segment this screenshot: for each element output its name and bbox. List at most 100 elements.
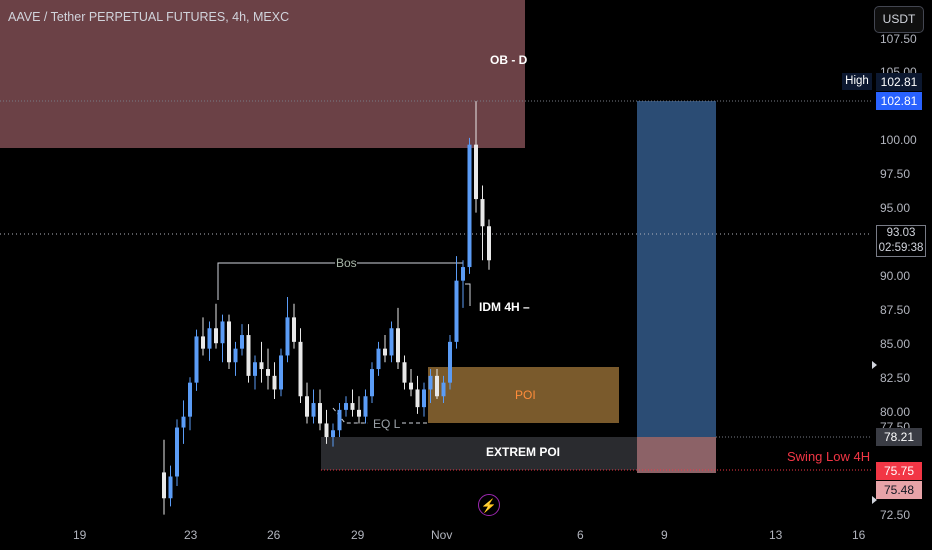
candle — [162, 472, 166, 499]
candle — [298, 341, 303, 397]
swing-low-label: Swing Low 4H — [787, 449, 871, 464]
candle — [331, 430, 335, 438]
time-tick: 29 — [351, 528, 365, 542]
candle — [337, 409, 342, 431]
time-tick: 16 — [852, 528, 866, 542]
idm-label: IDM 4H – — [479, 300, 530, 314]
currency-button[interactable]: USDT — [874, 6, 924, 33]
candle — [344, 403, 348, 410]
time-tick: 26 — [267, 528, 281, 542]
current-price-label: 93.03 02:59:38 — [876, 225, 926, 257]
ob-label: OB - D — [490, 53, 528, 67]
candle — [311, 403, 316, 417]
candle — [402, 362, 407, 383]
candle — [207, 328, 212, 349]
price-tick: 107.50 — [880, 32, 917, 46]
time-tick: 23 — [184, 528, 198, 542]
candle — [350, 403, 355, 410]
entry-price-label: 78.21 — [876, 428, 922, 446]
candle — [441, 382, 446, 397]
extreme-poi-zone — [321, 437, 637, 470]
candle — [389, 328, 394, 356]
candle — [168, 476, 173, 499]
time-tick: 13 — [769, 528, 783, 542]
price-tick: 100.00 — [880, 133, 917, 147]
candle — [480, 199, 485, 227]
candle — [266, 369, 270, 376]
poi-label: POI — [515, 388, 536, 402]
time-tick: 19 — [73, 528, 87, 542]
target-zone — [637, 101, 716, 437]
candle — [383, 348, 387, 356]
price-tick: 85.00 — [880, 337, 911, 351]
candle — [363, 396, 368, 417]
candle — [181, 416, 186, 428]
candle — [474, 144, 478, 200]
extreme-poi-label: EXTREM POI — [486, 445, 561, 459]
candle — [220, 321, 225, 344]
candle — [435, 375, 439, 397]
candle-countdown: 02:59:38 — [878, 242, 924, 254]
candle — [454, 280, 459, 342]
candle — [253, 362, 257, 376]
candle — [467, 144, 472, 268]
price-tick: 87.50 — [880, 303, 911, 317]
candle — [214, 328, 218, 344]
candle — [305, 396, 309, 417]
bos-line-left — [217, 262, 335, 300]
price-tick: 72.50 — [880, 508, 911, 522]
candle — [428, 375, 433, 390]
time-tick: 9 — [661, 528, 668, 542]
price-tick: 90.00 — [880, 269, 911, 283]
candle — [285, 317, 290, 356]
chart-title: AAVE / Tether PERPETUAL FUTURES, 4h, MEX… — [8, 10, 290, 24]
high-price-label: 102.81 — [876, 73, 922, 91]
candle — [272, 375, 277, 390]
candle — [233, 348, 238, 363]
time-tick: 6 — [577, 528, 584, 542]
scroll-arrow-icon[interactable] — [872, 361, 877, 369]
candle — [448, 341, 452, 383]
stop-zone — [637, 437, 716, 473]
price-tick: 95.00 — [880, 201, 911, 215]
candle — [201, 336, 205, 349]
candle — [324, 423, 329, 438]
candles — [162, 101, 491, 515]
time-tick: Nov — [431, 528, 453, 542]
high-tag: High — [842, 73, 872, 90]
candle — [461, 267, 465, 281]
swing-low-price-label: 75.75 — [876, 462, 922, 480]
candle — [246, 335, 251, 376]
idm-line — [465, 283, 471, 306]
price-tick: 97.50 — [880, 167, 911, 181]
candle — [279, 355, 283, 390]
candle — [422, 389, 426, 408]
candle — [227, 321, 231, 363]
bos-label: Bos — [336, 256, 357, 270]
candle — [415, 389, 420, 408]
high-price-label-blue: 102.81 — [876, 92, 922, 110]
candle — [357, 409, 361, 417]
ob-zone — [0, 0, 525, 148]
candle — [370, 369, 374, 397]
candle — [240, 335, 244, 349]
candle — [318, 403, 322, 424]
poi-zone — [428, 367, 619, 423]
candle — [292, 317, 296, 342]
candle — [409, 382, 413, 390]
candle — [188, 382, 192, 417]
scroll-arrow-icon[interactable] — [872, 496, 877, 504]
candle — [487, 226, 491, 261]
price-tick: 80.00 — [880, 405, 911, 419]
eql-label: EQ L — [373, 417, 401, 431]
candle — [376, 348, 381, 370]
price-tick: 82.50 — [880, 371, 911, 385]
candle — [194, 336, 199, 383]
candle — [175, 427, 179, 477]
lightning-icon[interactable]: ⚡ — [478, 494, 500, 516]
current-price-value: 93.03 — [886, 227, 916, 239]
stop-price-label: 75.48 — [876, 481, 922, 499]
candle — [396, 328, 400, 363]
candle — [259, 362, 264, 370]
